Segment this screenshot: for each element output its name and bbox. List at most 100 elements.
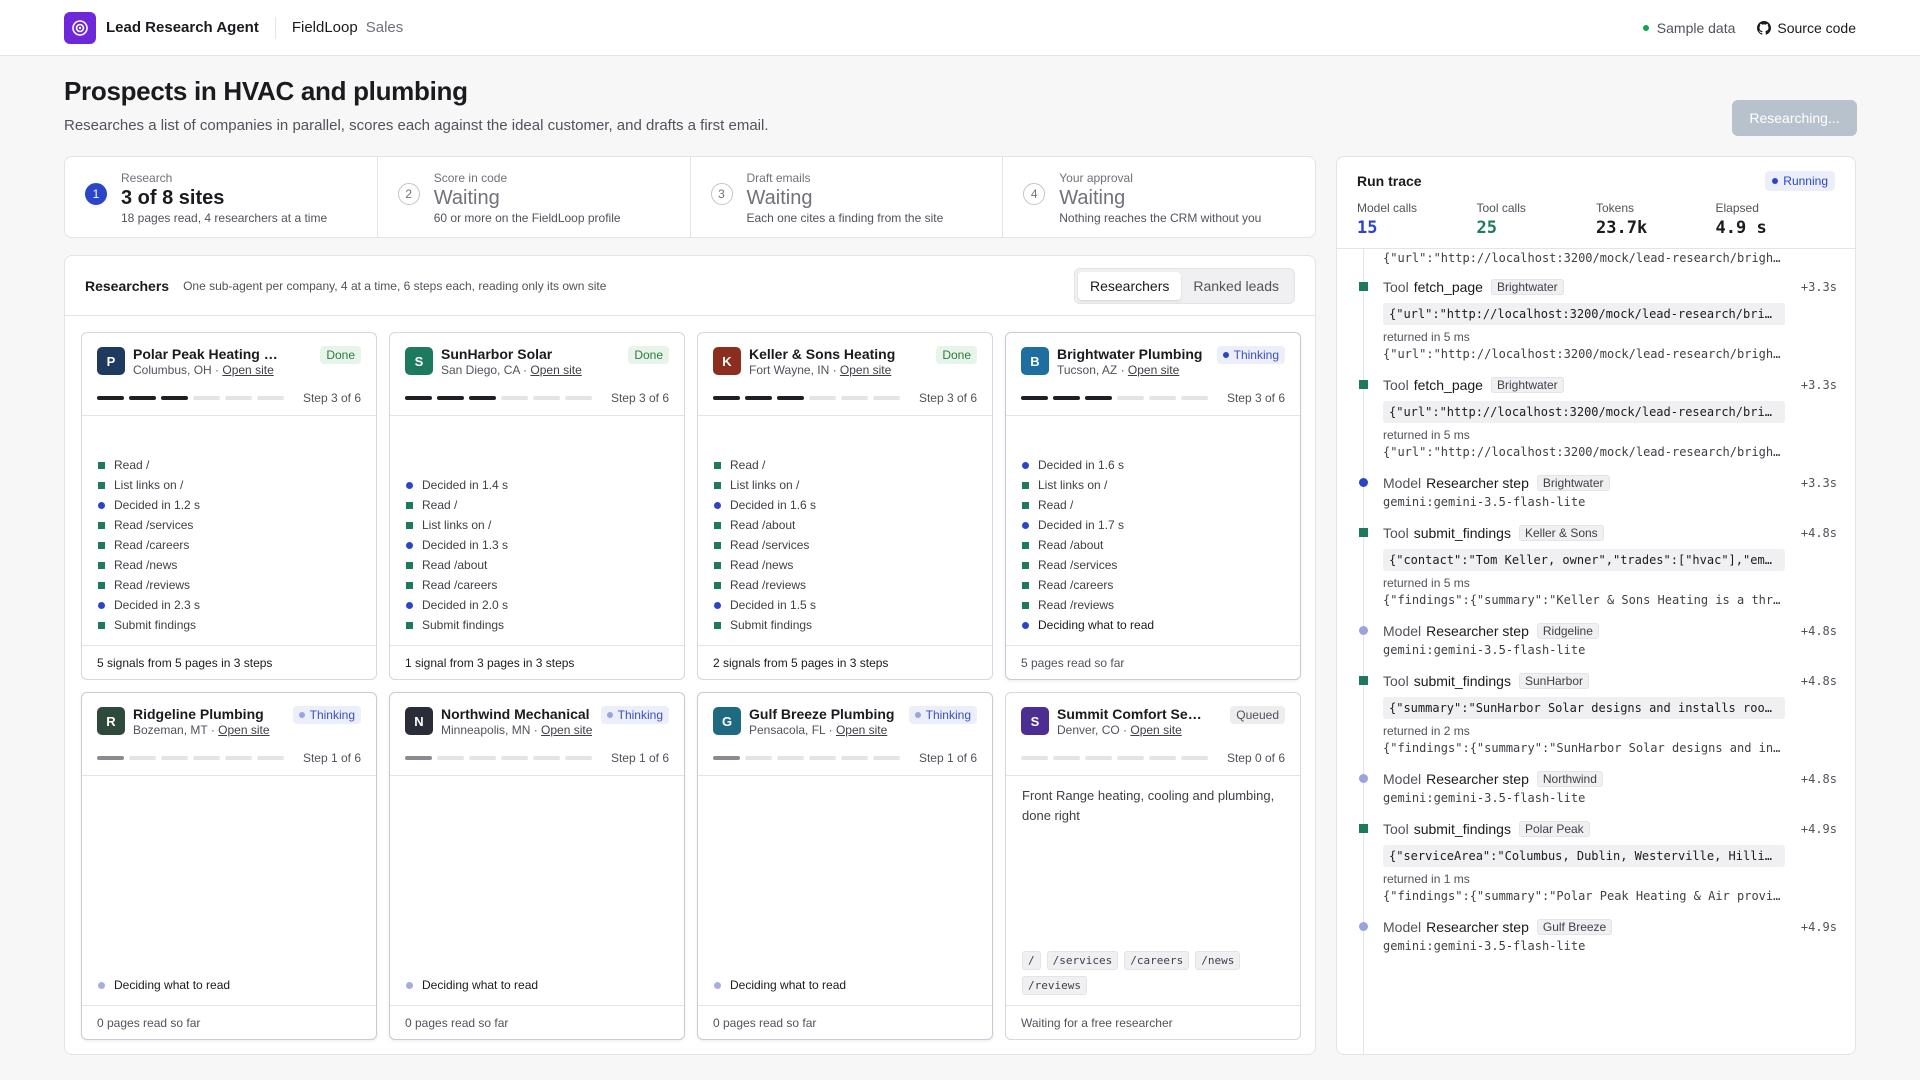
progress-segment (745, 756, 772, 760)
researchers-subtitle: One sub-agent per company, 4 at a time, … (183, 278, 607, 293)
tool-event-icon (1359, 676, 1368, 685)
running-label: Running (1783, 174, 1828, 188)
trace-event[interactable]: Tool fetch_page Brightwater +3.3s {"url":"ht… (1337, 277, 1855, 361)
status-label: Done (942, 348, 971, 362)
researcher-card[interactable]: P Polar Peak Heating & Air Columbus, OH · … (81, 332, 377, 680)
event-model: gemini:gemini-3.5-flash-lite (1383, 643, 1586, 657)
breadcrumb-company[interactable]: FieldLoop (291, 19, 358, 36)
card-title-row: N Northwind Mechanical Minneapolis, MN · O… (405, 706, 669, 737)
model-marker-icon (1022, 461, 1029, 469)
activity-text: Deciding what to read (422, 978, 539, 992)
open-site-link[interactable]: Open site (1130, 723, 1182, 737)
step-counter: Step 0 of 6 (1226, 751, 1285, 765)
page-chip: /news (1195, 951, 1241, 970)
company-avatar: K (713, 347, 741, 375)
open-site-link[interactable]: Open site (835, 723, 888, 737)
trace-event[interactable]: Tool submit_findings Polar Peak +4.9s {"serv… (1337, 819, 1855, 903)
page-chip: /services (1046, 951, 1119, 970)
source-code-link[interactable]: Source code (1757, 20, 1856, 36)
tool-marker-icon (714, 541, 721, 549)
researcher-card[interactable]: S SunHarbor Solar San Diego, CA · Open sit… (389, 332, 685, 680)
step-counter: Step 3 of 6 (610, 391, 669, 405)
model-marker-icon (98, 981, 105, 989)
card-activity: Deciding what to read (698, 776, 992, 1005)
trace-event[interactable]: Tool fetch_page Brightwater +3.3s {"url":"ht… (1337, 375, 1855, 459)
card-title-row: S Summit Comfort ServicesDenver, CO · Ope… (1021, 706, 1285, 737)
activity-item: Decided in 1.4 s (406, 475, 668, 495)
researching-button[interactable]: Researching... (1732, 100, 1857, 136)
tool-marker-icon (1022, 501, 1029, 509)
event-model: gemini:gemini-3.5-flash-lite (1383, 791, 1586, 805)
researcher-card[interactable]: K Keller & Sons Heating Fort Wayne, IN · O… (697, 332, 993, 680)
open-site-link[interactable]: Open site (1127, 363, 1180, 377)
card-footer: 5 pages read so far (1006, 645, 1300, 679)
card-footer: 5 signals from 5 pages in 3 steps (82, 645, 376, 679)
event-kind: Tool (1383, 377, 1409, 393)
open-site-link[interactable]: Open site (541, 723, 593, 737)
model-marker-icon (406, 541, 413, 549)
researcher-card[interactable]: B Brightwater Plumbing Tucson, AZ · Open s… (1005, 332, 1301, 680)
company-info: Brightwater Plumbing Tucson, AZ · Open si… (1057, 346, 1202, 377)
company-avatar: S (1021, 707, 1049, 735)
step-counter: Step 3 of 6 (918, 391, 977, 405)
trace-event[interactable]: Tool submit_findings SunHarbor +4.8s {"summa… (1337, 671, 1855, 755)
run-trace-header: Run trace Running Model calls 15 Tool call… (1337, 157, 1855, 249)
event-return: returned in 1 ms (1383, 872, 1470, 886)
page-title: Prospects in HVAC and plumbing (64, 76, 468, 106)
company-name: Brightwater Plumbing (1057, 346, 1203, 362)
source-code-label: Source code (1777, 19, 1856, 36)
card-activity: Read / List links on / Decided in 1.6 s Rea… (698, 416, 992, 645)
trace-event[interactable]: Tool submit_findings Keller & Sons +4.8s {"c… (1337, 523, 1855, 607)
progress-segment (713, 396, 740, 400)
open-site-link[interactable]: Open site (839, 363, 892, 377)
researcher-card[interactable]: R Ridgeline Plumbing Bozeman, MT · Open si… (81, 692, 377, 1040)
tool-marker-icon (714, 561, 721, 569)
event-time: +4.8s (1800, 772, 1837, 786)
event-kind: Tool (1383, 525, 1409, 541)
event-time: +4.9s (1800, 822, 1837, 836)
tool-marker-icon (714, 461, 721, 469)
researcher-card[interactable]: G Gulf Breeze Plumbing Pensacola, FL · Ope… (697, 692, 993, 1040)
company-name: Summit Comfort Services (1057, 706, 1207, 722)
activity-text: Read /about (730, 518, 796, 532)
tab-researchers[interactable]: Researchers (1078, 271, 1182, 300)
trace-event[interactable]: Model Researcher step Ridgeline +4.8s gemini… (1337, 621, 1855, 657)
activity-item: Read /reviews (1022, 595, 1284, 615)
trace-event[interactable]: Model Researcher step Brightwater +3.3s gemi… (1337, 473, 1855, 509)
activity-text: List links on / (730, 478, 800, 492)
progress-segment (565, 396, 592, 400)
event-name: submit_findings (1413, 673, 1511, 689)
progress-segment (1021, 756, 1048, 760)
trace-event[interactable]: Model Researcher step Northwind +4.8s gemini… (1337, 769, 1855, 805)
event-name: fetch_page (1413, 279, 1483, 295)
stat-value: 4.9 s (1715, 218, 1767, 238)
thinking-dot-icon (1222, 352, 1229, 358)
trace-events[interactable]: {"url":"http://localhost:3200/mock/lead-… (1337, 249, 1855, 1054)
researcher-card[interactable]: S Summit Comfort ServicesDenver, CO · Ope… (1005, 692, 1301, 1040)
progress-segment (225, 756, 252, 760)
open-site-link[interactable]: Open site (222, 363, 274, 377)
tool-event-icon (1359, 380, 1368, 389)
progress-segment (437, 756, 464, 760)
event-header: Model Researcher step Northwind +4.8s (1383, 769, 1837, 789)
company-info: SunHarbor Solar San Diego, CA · Open site (441, 346, 582, 377)
card-header: N Northwind Mechanical Minneapolis, MN · O… (390, 693, 684, 776)
progress-segment (97, 756, 124, 760)
researcher-card[interactable]: N Northwind Mechanical Minneapolis, MN · O… (389, 692, 685, 1040)
open-site-link[interactable]: Open site (218, 723, 270, 737)
step-progress: Step 0 of 6 (1021, 751, 1285, 765)
stat-label: Tokens (1596, 201, 1635, 215)
event-arguments: {"serviceArea":"Columbus, Dublin, Wester… (1383, 845, 1785, 867)
breadcrumb-section[interactable]: Sales (365, 19, 404, 36)
event-name: Researcher step (1426, 475, 1529, 491)
progress-segment (437, 396, 464, 400)
tab-ranked-leads[interactable]: Ranked leads (1193, 277, 1279, 294)
trace-event[interactable]: Model Researcher step Gulf Breeze +4.9s gemi… (1337, 917, 1855, 953)
card-footer: Waiting for a free researcher (1006, 1005, 1300, 1039)
progress-segment (809, 396, 836, 400)
activity-item: Submit findings (98, 615, 360, 635)
card-header: K Keller & Sons Heating Fort Wayne, IN · O… (698, 333, 992, 416)
step-label: Research (121, 171, 173, 185)
open-site-link[interactable]: Open site (530, 363, 582, 377)
model-event-icon (1359, 478, 1368, 487)
